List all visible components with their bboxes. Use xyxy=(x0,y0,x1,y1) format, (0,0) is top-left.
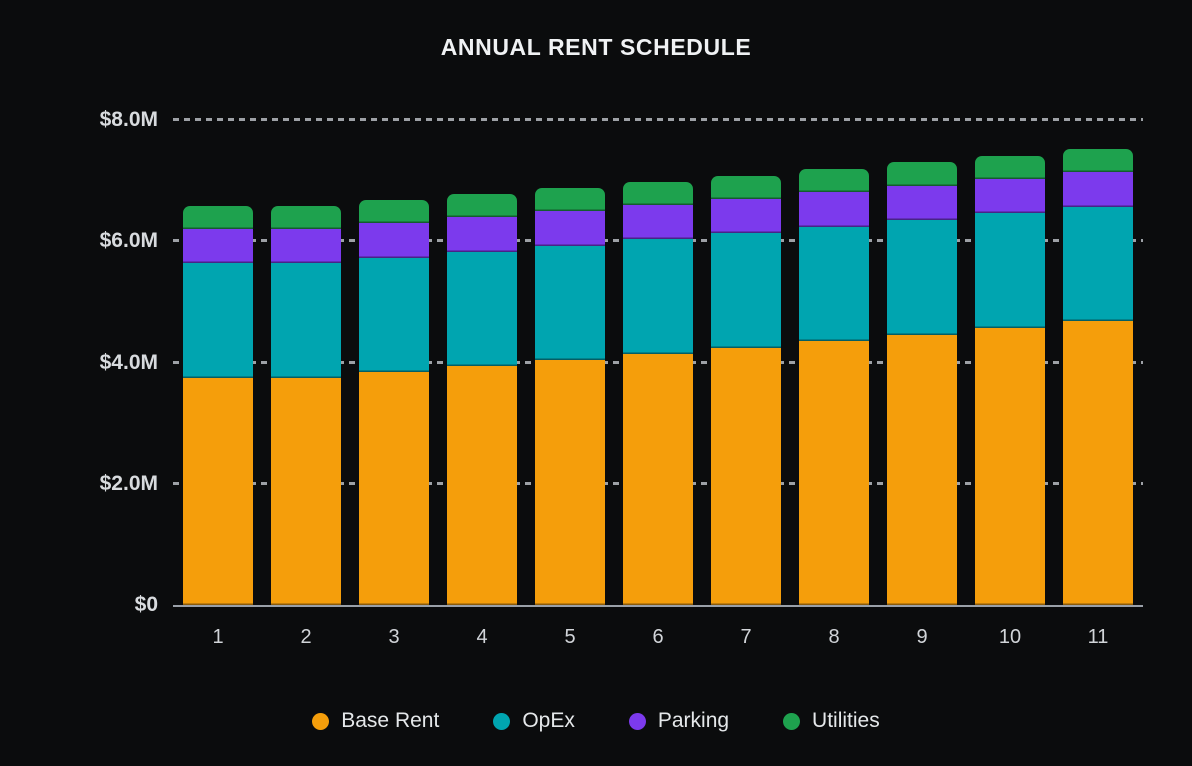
segment-opex-year-8[interactable] xyxy=(799,226,869,342)
bar-year-11 xyxy=(1063,149,1133,605)
segment-opex-year-4[interactable] xyxy=(447,251,517,367)
legend-label-base-rent: Base Rent xyxy=(341,709,440,732)
plot-area xyxy=(173,118,1143,607)
segment-base-rent-year-5[interactable] xyxy=(535,360,605,605)
segment-base-rent-year-8[interactable] xyxy=(799,341,869,605)
segment-utilities-year-11[interactable] xyxy=(1063,149,1133,173)
legend-dot-utilities-icon xyxy=(783,712,801,730)
segment-opex-year-11[interactable] xyxy=(1063,206,1133,322)
x-tick-label-1: 1 xyxy=(212,626,224,648)
segment-opex-year-5[interactable] xyxy=(535,245,605,361)
x-tick-label-11: 11 xyxy=(1087,626,1109,648)
x-tick-label-7: 7 xyxy=(740,626,752,648)
bar-year-1 xyxy=(183,205,253,605)
segment-parking-year-2[interactable] xyxy=(271,228,341,264)
segment-utilities-year-2[interactable] xyxy=(271,205,341,229)
segment-parking-year-3[interactable] xyxy=(359,223,429,258)
x-tick-label-9: 9 xyxy=(916,626,928,648)
segment-utilities-year-3[interactable] xyxy=(359,200,429,224)
segment-utilities-year-5[interactable] xyxy=(535,187,605,211)
segment-utilities-year-8[interactable] xyxy=(799,169,869,193)
segment-opex-year-1[interactable] xyxy=(183,263,253,378)
segment-parking-year-8[interactable] xyxy=(799,192,869,227)
segment-parking-year-11[interactable] xyxy=(1063,172,1133,207)
x-tick-label-5: 5 xyxy=(564,626,576,648)
segment-base-rent-year-6[interactable] xyxy=(623,354,693,605)
segment-parking-year-4[interactable] xyxy=(447,217,517,252)
bar-year-7 xyxy=(711,175,781,605)
y-tick-label-4: $4.0M xyxy=(99,350,158,374)
segment-opex-year-9[interactable] xyxy=(887,220,957,335)
segment-opex-year-2[interactable] xyxy=(271,263,341,378)
y-axis: $8.0M $6.0M $4.0M $2.0M $0 xyxy=(40,0,158,766)
bars-row xyxy=(173,120,1143,605)
segment-base-rent-year-11[interactable] xyxy=(1063,321,1133,605)
segment-opex-year-7[interactable] xyxy=(711,233,781,348)
bar-year-3 xyxy=(359,200,429,605)
segment-base-rent-year-2[interactable] xyxy=(271,377,341,605)
legend-item-utilities[interactable]: Utilities xyxy=(783,709,880,733)
segment-base-rent-year-1[interactable] xyxy=(183,377,253,605)
bar-year-10 xyxy=(975,155,1045,605)
segment-base-rent-year-9[interactable] xyxy=(887,334,957,605)
segment-base-rent-year-10[interactable] xyxy=(975,327,1045,605)
segment-utilities-year-9[interactable] xyxy=(887,162,957,186)
legend-item-base-rent[interactable]: Base Rent xyxy=(312,709,439,733)
legend-item-opex[interactable]: OpEx xyxy=(493,709,575,733)
segment-base-rent-year-3[interactable] xyxy=(359,372,429,605)
segment-utilities-year-10[interactable] xyxy=(975,155,1045,179)
x-tick-label-2: 2 xyxy=(300,626,312,648)
legend-dot-parking-icon xyxy=(628,712,646,730)
segment-parking-year-1[interactable] xyxy=(183,228,253,264)
segment-parking-year-7[interactable] xyxy=(711,198,781,234)
segment-utilities-year-6[interactable] xyxy=(623,181,693,205)
chart-title: ANNUAL RENT SCHEDULE xyxy=(440,34,752,60)
legend-dot-base-rent-icon xyxy=(312,712,330,730)
x-tick-label-6: 6 xyxy=(652,626,664,648)
bar-year-2 xyxy=(271,205,341,605)
x-tick-label-8: 8 xyxy=(828,626,840,648)
segment-parking-year-6[interactable] xyxy=(623,204,693,240)
segment-base-rent-year-7[interactable] xyxy=(711,347,781,605)
segment-utilities-year-4[interactable] xyxy=(447,193,517,218)
x-tick-label-4: 4 xyxy=(476,626,488,648)
y-tick-label-0: $0 xyxy=(134,593,158,616)
segment-base-rent-year-4[interactable] xyxy=(447,366,517,605)
legend-label-utilities: Utilities xyxy=(812,709,880,732)
gridline-8.0m xyxy=(173,118,1143,121)
segment-opex-year-10[interactable] xyxy=(975,213,1045,328)
legend: Base Rent OpEx Parking Utilities xyxy=(0,702,1192,740)
x-axis: 1 2 3 4 5 6 7 8 9 10 11 xyxy=(173,626,1143,656)
x-tick-label-10: 10 xyxy=(998,626,1022,648)
segment-opex-year-6[interactable] xyxy=(623,239,693,355)
legend-label-opex: OpEx xyxy=(522,709,575,732)
segment-parking-year-10[interactable] xyxy=(975,178,1045,214)
bar-year-4 xyxy=(447,193,517,605)
segment-parking-year-9[interactable] xyxy=(887,185,957,221)
bar-year-8 xyxy=(799,169,869,605)
y-tick-label-8: $8.0M xyxy=(99,108,158,131)
legend-item-parking[interactable]: Parking xyxy=(628,709,730,733)
y-tick-label-2: $2.0M xyxy=(99,471,158,495)
legend-dot-opex-icon xyxy=(493,712,511,730)
bar-year-5 xyxy=(535,187,605,605)
segment-opex-year-3[interactable] xyxy=(359,257,429,373)
y-tick-label-6: $6.0M xyxy=(99,229,158,253)
legend-label-parking: Parking xyxy=(657,709,730,732)
x-tick-label-3: 3 xyxy=(388,626,400,648)
bar-year-6 xyxy=(623,181,693,605)
bar-year-9 xyxy=(887,162,957,605)
segment-utilities-year-7[interactable] xyxy=(711,175,781,199)
segment-utilities-year-1[interactable] xyxy=(183,205,253,229)
segment-parking-year-5[interactable] xyxy=(535,210,605,246)
